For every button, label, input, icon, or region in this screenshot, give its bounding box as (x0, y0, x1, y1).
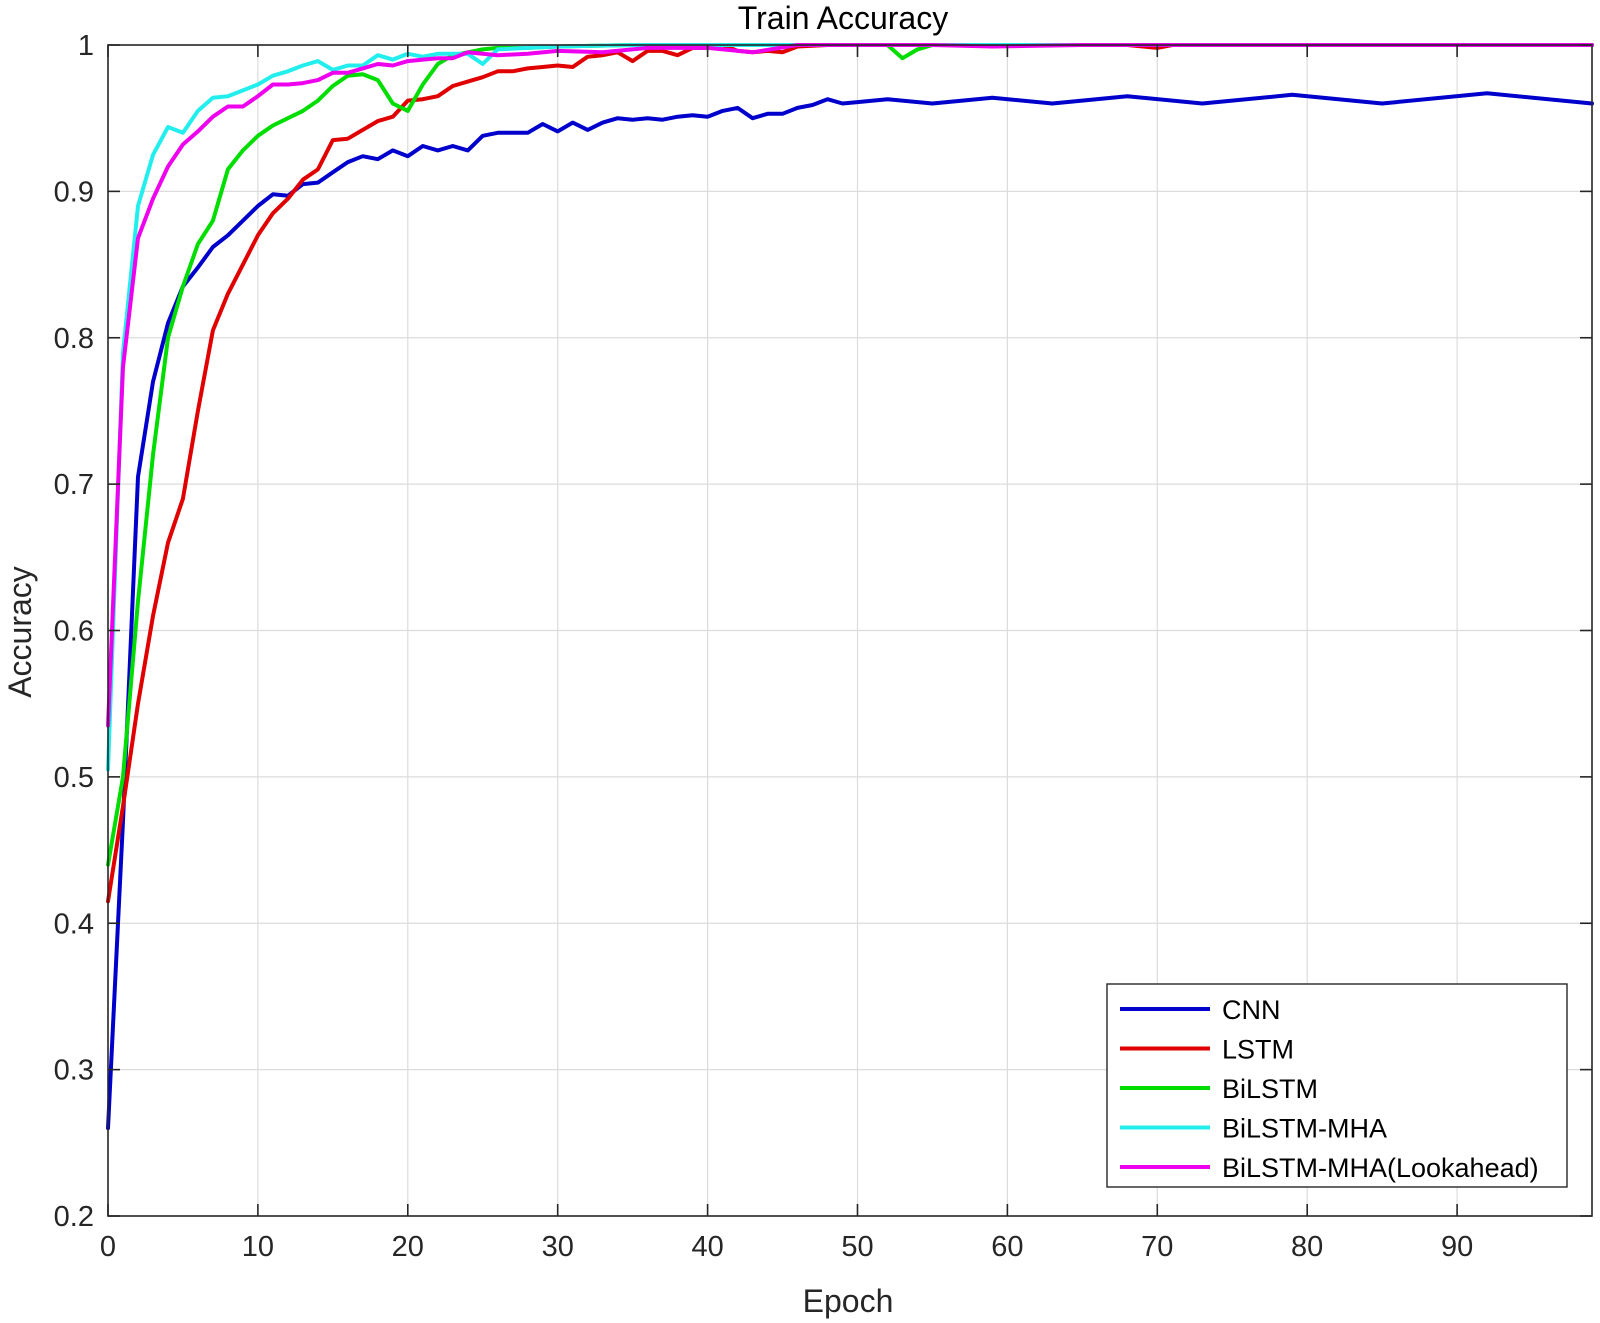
x-tick-label: 10 (242, 1231, 274, 1263)
y-tick-label: 1 (78, 30, 94, 62)
y-tick-labels: 0.2 0.3 0.4 0.5 0.6 0.7 0.8 0.9 1 (54, 30, 94, 1233)
y-axis-label: Accuracy (2, 566, 38, 698)
y-tick-label: 0.2 (54, 1201, 94, 1233)
legend-label: BiLSTM-MHA(Lookahead) (1222, 1153, 1539, 1183)
x-tick-label: 30 (542, 1231, 574, 1263)
chart-title: Train Accuracy (738, 0, 948, 36)
x-tick-label: 60 (991, 1231, 1023, 1263)
y-tick-label: 0.5 (54, 762, 94, 794)
x-axis-label: Epoch (803, 1283, 894, 1319)
x-tick-label: 90 (1441, 1231, 1473, 1263)
legend-label: BiLSTM (1222, 1074, 1318, 1104)
x-tick-label: 50 (841, 1231, 873, 1263)
legend-label: BiLSTM-MHA (1222, 1114, 1387, 1144)
legend: CNN LSTM BiLSTM BiLSTM-MHA BiLSTM-MHA(Lookah… (1106, 983, 1568, 1188)
y-tick-label: 0.6 (54, 616, 94, 648)
y-tick-label: 0.7 (54, 469, 94, 501)
axis-ticks (107, 44, 1592, 1217)
legend-label: LSTM (1222, 1035, 1294, 1065)
x-tick-label: 20 (392, 1231, 424, 1263)
x-tick-labels: 0 10 20 30 40 50 60 70 80 90 (100, 1231, 1473, 1263)
y-tick-label: 0.3 (54, 1055, 94, 1087)
y-tick-label: 0.8 (54, 323, 94, 355)
series-line-bilstm (106, 43, 1594, 867)
y-tick-label: 0.4 (54, 908, 94, 940)
x-tick-label: 70 (1141, 1231, 1173, 1263)
y-tick-label: 0.9 (54, 176, 94, 208)
series-line-cnn (106, 91, 1594, 1131)
legend-box (1106, 983, 1568, 1188)
x-tick-label: 0 (100, 1231, 116, 1263)
x-tick-label: 40 (691, 1231, 723, 1263)
legend-label: CNN (1222, 995, 1281, 1025)
x-tick-label: 80 (1291, 1231, 1323, 1263)
